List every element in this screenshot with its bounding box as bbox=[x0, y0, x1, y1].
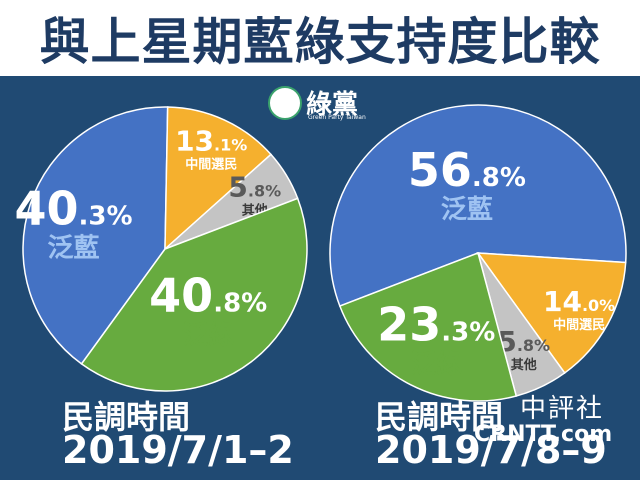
pie2-category-label-0: 泛藍 bbox=[441, 195, 493, 225]
pie2-category-label-2: 其他 bbox=[511, 357, 537, 373]
sun-face-icon bbox=[268, 86, 302, 120]
logo-subtext: Green Party Taiwan bbox=[308, 114, 366, 121]
pie2-category-label-1: 中間選民 bbox=[553, 317, 605, 333]
watermark-chinese: 中評社 bbox=[520, 388, 604, 425]
pie1-category-label-3: 泛綠 bbox=[182, 319, 234, 350]
pie2-category-label-3: 泛綠 bbox=[410, 349, 462, 380]
pie1-category-label-0: 泛藍 bbox=[47, 233, 99, 263]
watermark-english: CRNTT.com bbox=[474, 422, 612, 447]
green-party-logo: 綠黨 Green Party Taiwan bbox=[268, 84, 378, 124]
left-footer-line2: 2019/7/1–2 bbox=[62, 428, 294, 472]
